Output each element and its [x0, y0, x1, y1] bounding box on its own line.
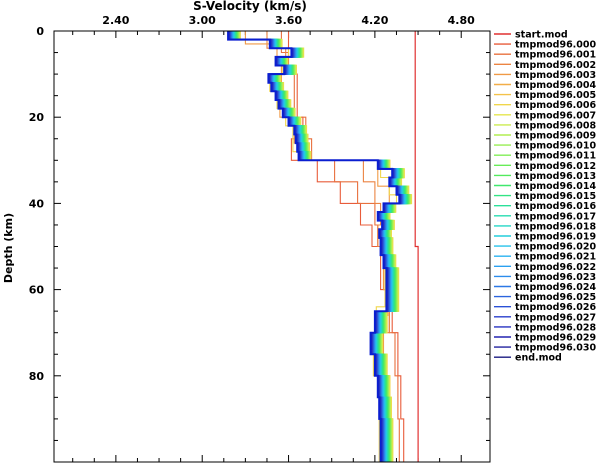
legend-label: tmpmod96.029: [515, 333, 596, 344]
legend: start.modtmpmod96.000tmpmod96.001tmpmod9…: [494, 30, 597, 364]
end-model-curve: [227, 31, 401, 462]
legend-label: tmpmod96.009: [515, 131, 596, 142]
y-tick-labels: 0 20 40 60 80: [29, 25, 45, 383]
legend-label: tmpmod96.030: [515, 343, 597, 354]
x-tick-label: 3.00: [189, 14, 216, 27]
trial-model-curve: [244, 31, 390, 462]
legend-label: tmpmod96.007: [515, 110, 596, 121]
legend-label: tmpmod96.015: [515, 191, 596, 202]
start-model-curve: [414, 31, 419, 462]
legend-label: tmpmod96.005: [515, 90, 596, 101]
chart-title: S-Velocity (km/s): [193, 0, 307, 13]
legend-label: tmpmod96.023: [515, 272, 596, 283]
legend-label: tmpmod96.003: [515, 70, 596, 81]
trial-model-curve: [287, 31, 405, 462]
y-tick-label: 0: [36, 25, 44, 38]
x-tick-label: 4.20: [361, 14, 388, 27]
y-axis-label: Depth (km): [2, 213, 15, 283]
y-tick-label: 60: [29, 284, 45, 297]
axis-ticks: [54, 30, 490, 463]
plot-frame: [53, 30, 491, 463]
legend-label: tmpmod96.026: [515, 302, 597, 313]
legend-label: tmpmod96.018: [515, 221, 597, 232]
legend-label: tmpmod96.021: [515, 252, 596, 263]
legend-label: tmpmod96.016: [515, 201, 597, 212]
x-tick-labels: 2.40 3.00 3.60 4.20 4.80: [102, 14, 475, 27]
legend-label: tmpmod96.010: [515, 141, 597, 152]
legend-label: tmpmod96.013: [515, 171, 596, 182]
legend-label: tmpmod96.028: [515, 322, 597, 333]
legend-label: tmpmod96.020: [515, 242, 597, 253]
legend-label: tmpmod96.022: [515, 262, 596, 273]
y-tick-label: 80: [29, 370, 45, 383]
legend-label: tmpmod96.001: [515, 50, 596, 61]
trial-model-curve: [280, 31, 400, 462]
y-tick-label: 40: [29, 197, 45, 210]
legend-label: start.mod: [515, 30, 568, 41]
legend-label: tmpmod96.017: [515, 211, 596, 222]
legend-label: tmpmod96.006: [515, 100, 597, 111]
legend-label: tmpmod96.008: [515, 120, 597, 131]
legend-label: tmpmod96.002: [515, 60, 596, 71]
legend-label: tmpmod96.014: [515, 181, 597, 192]
legend-label: tmpmod96.025: [515, 292, 596, 303]
x-tick-label: 2.40: [102, 14, 129, 27]
legend-label: tmpmod96.012: [515, 161, 596, 172]
legend-label: tmpmod96.004: [515, 80, 597, 91]
x-tick-label: 4.80: [448, 14, 475, 27]
y-tick-label: 20: [29, 111, 45, 124]
legend-label: tmpmod96.000: [515, 40, 597, 51]
legend-label: tmpmod96.024: [515, 282, 597, 293]
x-tick-label: 3.60: [275, 14, 302, 27]
plot-area: [227, 31, 419, 462]
legend-label: tmpmod96.011: [515, 151, 596, 162]
legend-label: tmpmod96.019: [515, 232, 596, 243]
legend-label: tmpmod96.027: [515, 312, 596, 323]
legend-label: end.mod: [515, 353, 562, 364]
